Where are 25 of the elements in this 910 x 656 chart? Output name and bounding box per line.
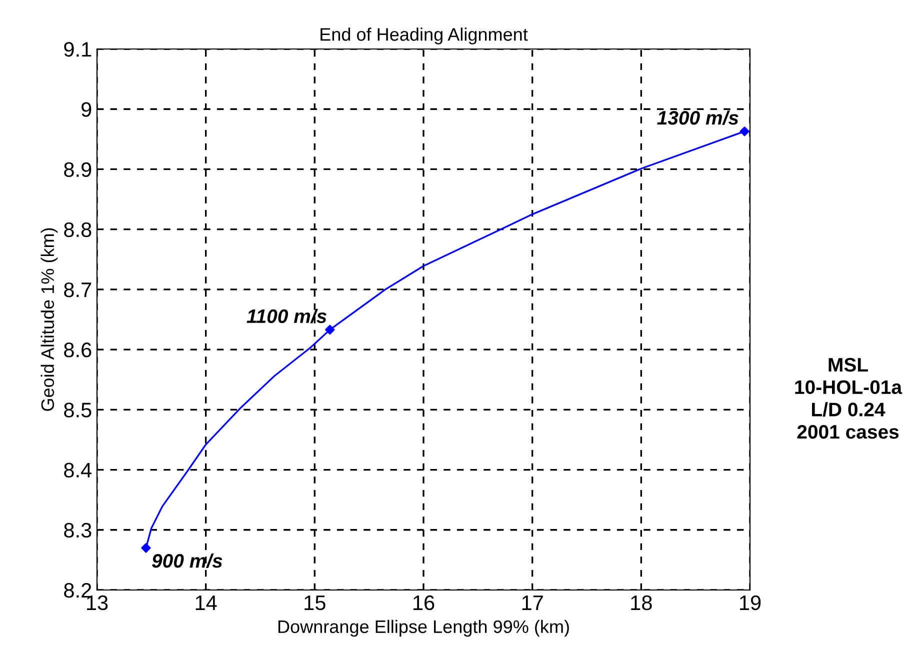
y-tick-label: 8.4 [64,462,92,478]
text: MSL 10-HOL-01a L/D 0.24 2001 cases [795,358,902,439]
x-tick-label: 17 [522,596,543,610]
x-tick-label: 14 [196,596,217,610]
point [740,126,750,136]
y-tick-label: 8.7 [64,282,92,298]
y-axis-title: Geoid Altitude 1% (km) [40,228,58,411]
x-tick-label: 18 [631,595,652,610]
x-tick-label: 16 [414,595,434,610]
y-tick-label: 8.6 [64,342,92,358]
chart-title: End of Heading Alignment [320,28,528,44]
y-tick-label: 9 [82,102,92,117]
x-tick-label: 19 [740,595,761,610]
y-tick-label: 9.1 [64,42,92,57]
point [141,543,151,553]
point [325,324,335,335]
annotation: 1300 m/s [657,110,738,125]
y-tick-label: 8.3 [64,522,92,538]
y-tick-label: 8.8 [64,222,92,238]
y-tick-label: 8.9 [64,162,92,177]
annotation: 1100 m/s [246,308,326,324]
annotation: 900 m/s [152,553,222,568]
y-tick-label: 8.5 [64,402,92,418]
x-axis-title: Downrange Ellipse Length 99% (km) [278,620,569,637]
x-tick-label: 15 [304,596,326,610]
